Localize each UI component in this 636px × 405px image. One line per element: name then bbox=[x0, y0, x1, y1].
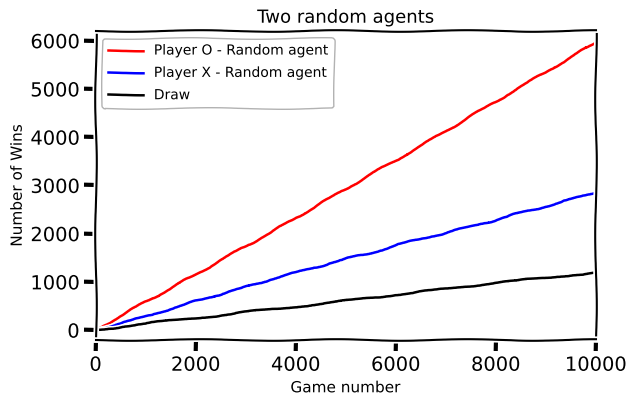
Y-axis label: Number of Wins: Number of Wins bbox=[10, 125, 25, 247]
Player X - Random agent bbox=[591, 191, 599, 196]
Player O - Random agent bbox=[430, 136, 438, 141]
Line: Player X - Random agent: Player X - Random agent bbox=[95, 193, 595, 330]
Player X - Random agent bbox=[190, 300, 197, 305]
Player O - Random agent bbox=[143, 299, 151, 304]
Line: Draw: Draw bbox=[95, 273, 595, 330]
Player O - Random agent bbox=[190, 274, 197, 279]
Player O - Random agent bbox=[437, 132, 445, 137]
Draw bbox=[591, 270, 599, 275]
Draw bbox=[92, 328, 99, 333]
Player X - Random agent bbox=[430, 234, 438, 239]
Player X - Random agent bbox=[437, 232, 445, 237]
Legend: Player O - Random agent, Player X - Random agent, Draw: Player O - Random agent, Player X - Rand… bbox=[102, 39, 334, 109]
Draw bbox=[430, 288, 438, 293]
Player X - Random agent bbox=[384, 246, 391, 251]
Draw bbox=[143, 321, 151, 326]
Line: Player O - Random agent: Player O - Random agent bbox=[95, 44, 595, 330]
Draw bbox=[568, 273, 576, 277]
Player O - Random agent bbox=[384, 163, 391, 168]
Draw bbox=[190, 316, 197, 321]
Draw bbox=[384, 293, 391, 298]
Player O - Random agent bbox=[591, 41, 599, 46]
Player X - Random agent bbox=[143, 314, 151, 319]
Player X - Random agent bbox=[568, 197, 576, 202]
X-axis label: Game number: Game number bbox=[291, 380, 401, 395]
Draw bbox=[591, 270, 599, 275]
Player O - Random agent bbox=[92, 328, 99, 333]
Player X - Random agent bbox=[591, 191, 599, 196]
Player X - Random agent bbox=[92, 328, 99, 333]
Draw bbox=[437, 287, 445, 292]
Title: Two random agents: Two random agents bbox=[257, 10, 434, 28]
Player O - Random agent bbox=[568, 55, 576, 60]
